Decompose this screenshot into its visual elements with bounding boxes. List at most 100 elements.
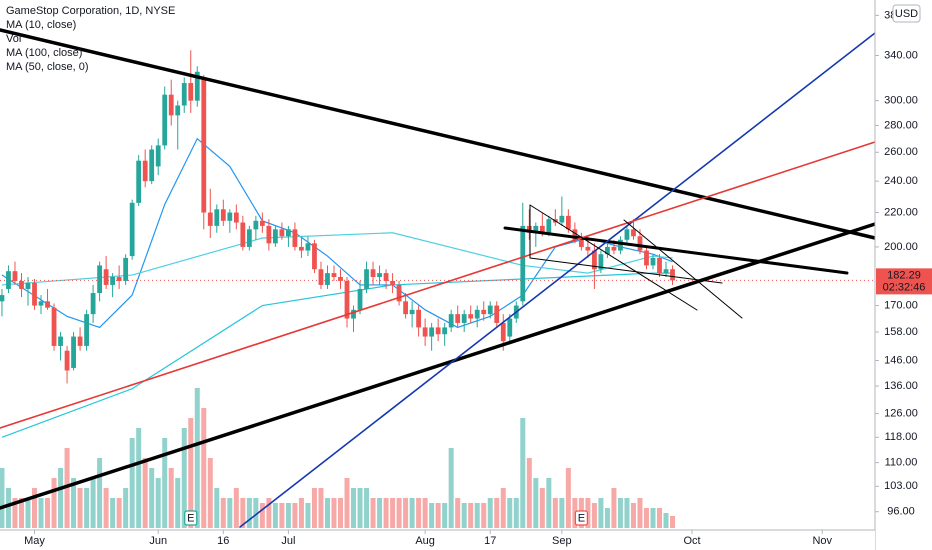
candle-body — [97, 265, 103, 294]
candle-body — [474, 309, 480, 319]
volume-bar — [435, 503, 441, 528]
x-tick-label: Jul — [281, 535, 295, 547]
volume-bar — [611, 488, 617, 528]
volume-bar — [377, 498, 383, 528]
candle-body — [123, 257, 129, 281]
candle-body — [455, 314, 461, 323]
candle-body — [32, 282, 37, 306]
volume-bar — [390, 498, 396, 528]
currency-badge[interactable] — [892, 4, 921, 23]
y-tick-label: 170.00 — [884, 299, 918, 311]
volume-bar — [565, 468, 571, 528]
volume-bar — [285, 503, 291, 528]
volume-bar — [324, 498, 330, 528]
volume-bar — [448, 448, 454, 528]
candle-body — [598, 254, 604, 270]
volume-bar — [123, 488, 129, 528]
volume-bar — [630, 503, 636, 528]
candle-body — [194, 71, 200, 101]
x-tick-label: Oct — [683, 535, 700, 547]
volume-bar — [103, 488, 109, 528]
volume-bar — [116, 498, 122, 528]
volume-bar — [357, 488, 363, 528]
volume-bar — [12, 498, 18, 528]
price-label: 182.29 — [887, 269, 921, 281]
volume-bar — [468, 503, 474, 528]
volume-bar — [552, 498, 558, 528]
y-tick-label: 260.00 — [884, 146, 918, 158]
volume-bar — [383, 498, 389, 528]
volume-bar — [149, 468, 155, 528]
legend-entry: MA (10, close) — [6, 19, 76, 31]
volume-bar — [416, 498, 422, 528]
volume-layer — [0, 388, 676, 528]
candle-body — [201, 77, 207, 213]
volume-bar — [487, 498, 493, 528]
volume-bar — [207, 458, 213, 528]
volume-bar — [370, 498, 376, 528]
candle-body — [416, 309, 422, 328]
candle-body — [181, 83, 187, 106]
candle-body — [435, 327, 441, 335]
y-tick-label: 200.00 — [884, 241, 918, 253]
y-tick-label: 118.00 — [885, 431, 918, 443]
trendline — [0, 141, 876, 429]
candle-body — [618, 239, 623, 251]
candle-body — [103, 269, 109, 285]
currency[interactable]: USD — [895, 8, 918, 20]
trendlines — [0, 28, 877, 528]
volume-bar — [507, 498, 513, 528]
candle-body — [272, 229, 278, 244]
candle-body — [266, 225, 272, 244]
candle-body — [162, 94, 168, 146]
trendline — [239, 32, 876, 528]
volume-bar — [657, 508, 663, 528]
volume-bar — [637, 498, 643, 528]
volume-bar — [77, 488, 83, 528]
candle-body — [448, 314, 454, 328]
candle-body — [325, 273, 330, 285]
x-tick-label: May — [24, 535, 45, 547]
volume-bar — [650, 508, 656, 528]
candle-body — [585, 246, 591, 251]
candle-body — [71, 336, 76, 368]
x-tick-label: Jun — [149, 535, 167, 547]
earnings-label: E — [187, 512, 194, 524]
candle-body — [110, 277, 116, 285]
candle-body — [572, 229, 578, 240]
candle-body — [188, 83, 194, 101]
candle-body — [344, 280, 350, 319]
y-tick-label: 136.00 — [884, 380, 918, 392]
volume-bar — [253, 498, 259, 528]
x-tick-label: Nov — [812, 535, 832, 547]
volume-bar — [188, 418, 194, 528]
trendline — [0, 28, 877, 240]
countdown: 02:32:46 — [883, 281, 926, 293]
y-tick-label: 280.00 — [884, 119, 918, 131]
candle-body — [370, 269, 376, 278]
volume-bar — [38, 498, 44, 528]
candle-body — [305, 243, 311, 251]
y-tick-label: 300.00 — [884, 95, 918, 107]
earnings-label: E — [578, 512, 585, 524]
trendline — [529, 257, 723, 284]
volume-bar — [110, 498, 116, 528]
candle-body — [299, 246, 304, 251]
volume-bar — [500, 488, 506, 528]
candle-body — [377, 273, 382, 278]
candle-body — [155, 145, 161, 167]
volume-bar — [181, 428, 187, 528]
volume-bar — [136, 428, 142, 528]
chart-title: GameStop Corporation, 1D, NYSE — [6, 5, 175, 17]
volume-bar — [344, 478, 350, 528]
candle-body — [611, 246, 617, 251]
candle-body — [58, 336, 63, 346]
y-tick-label: 103.00 — [884, 480, 918, 492]
volume-bar — [429, 503, 435, 528]
volume-bar — [461, 503, 467, 528]
volume-bar — [494, 498, 500, 528]
candle-body — [312, 243, 317, 270]
candle-body — [220, 209, 226, 221]
volume-bar — [520, 418, 526, 528]
candle-body — [318, 269, 324, 285]
